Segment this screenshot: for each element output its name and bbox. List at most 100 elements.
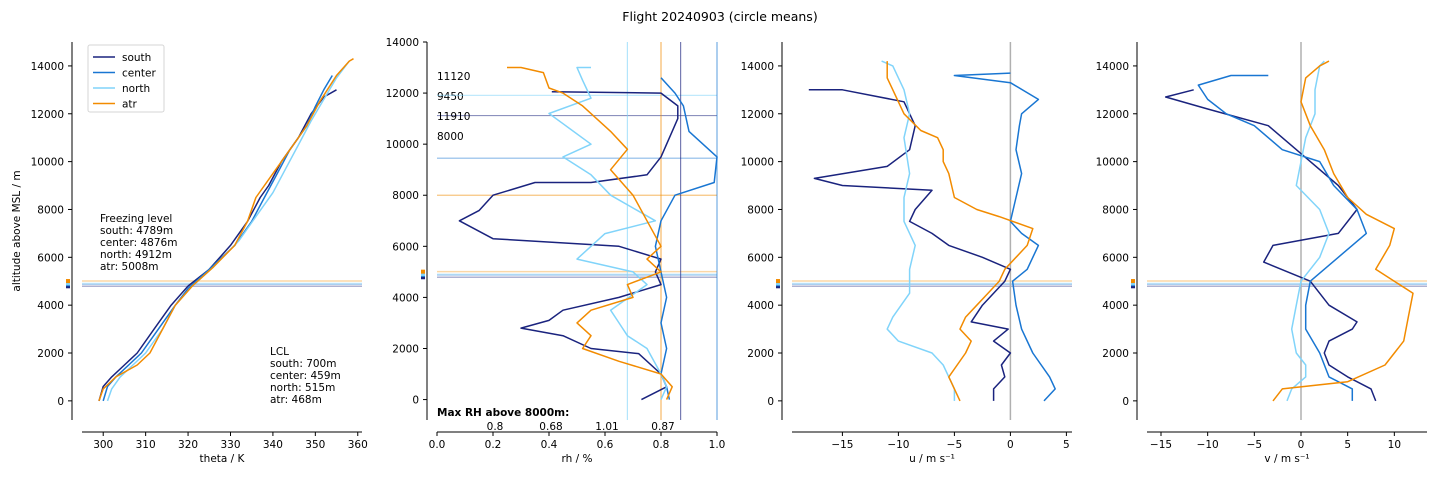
series-line-atr (507, 66, 673, 400)
height-label: 9450 (437, 91, 464, 103)
legend: south center north atr (87, 44, 165, 113)
lcl-value: center: 459m (270, 370, 341, 382)
series-line-south (808, 89, 1012, 401)
series-line-north (1286, 60, 1330, 402)
panel-2: 0 2000 4000 6000 8000 10000 12000 14000 0.0 0.2 0.… (386, 37, 726, 465)
freezing-level-marker (421, 272, 425, 277)
x-tick-label: 0.0 (429, 439, 446, 451)
x-tick-label: 0.6 (597, 439, 614, 451)
legend-frame (87, 44, 165, 113)
height-label: 8000 (437, 131, 464, 143)
x-tick-label: 1.0 (709, 439, 726, 451)
freezing-level-value: north: 4912m (100, 249, 172, 261)
panel-3: 0 2000 4000 6000 8000 10000 12000 14000 −15 −10 −5… (741, 42, 1072, 465)
y-tick-label: 6000 (1102, 252, 1129, 264)
panel-4: 0 2000 4000 6000 8000 10000 12000 14000 −15 −10 −5… (1096, 42, 1427, 465)
series-line-atr (886, 61, 1034, 402)
x-tick-label: −5 (1247, 439, 1262, 451)
y-tick-label: 2000 (37, 348, 64, 360)
lcl-value: north: 515m (270, 382, 335, 394)
lcl-value: atr: 468m (270, 394, 322, 406)
y-tick-label: 14000 (1096, 61, 1129, 73)
x-tick-label: 300 (93, 439, 113, 451)
freezing-level-marker (1131, 279, 1135, 284)
freezing-level-marker (66, 281, 70, 286)
y-tick-label: 10000 (741, 157, 774, 169)
x-tick-label: 5 (1344, 439, 1351, 451)
freezing-level-marker (421, 275, 425, 280)
y-tick-label: 6000 (392, 241, 419, 253)
series-line-south (458, 91, 679, 401)
x-tick-label: −15 (1150, 439, 1172, 451)
x-tick-label: 310 (136, 439, 156, 451)
freezing-level-marker (1131, 281, 1135, 286)
series-line-north (548, 66, 668, 400)
x-tick-label: 0.8 (653, 439, 670, 451)
freezing-level-value: center: 4876m (100, 237, 177, 249)
x-tick-label: 10 (1388, 439, 1401, 451)
series-line-north (881, 60, 956, 401)
y-tick-label: 8000 (747, 204, 774, 216)
x-tick-label: −15 (831, 439, 853, 451)
x-axis-label: rh / % (562, 453, 593, 465)
series-line-center (953, 72, 1056, 402)
y-tick-label: 6000 (747, 252, 774, 264)
x-tick-label: −10 (1197, 439, 1219, 451)
figure-title: Flight 20240903 (circle means) (622, 9, 817, 24)
y-tick-label: 4000 (1102, 300, 1129, 312)
freezing-level-marker (776, 284, 780, 289)
y-axis-label: altitude above MSL / m (11, 170, 23, 291)
legend-label-center: center (122, 68, 156, 80)
y-tick-label: 2000 (392, 343, 419, 355)
freezing-level-value: south: 4789m (100, 225, 173, 237)
freezing-level-marker (421, 269, 425, 274)
lcl-value: south: 700m (270, 358, 336, 370)
freezing-level-marker (776, 281, 780, 286)
y-tick-label: 4000 (747, 300, 774, 312)
x-tick-label: 0 (1298, 439, 1305, 451)
max-rh-value: 0.8 (487, 421, 504, 433)
x-tick-label: −5 (947, 439, 962, 451)
y-tick-label: 4000 (37, 300, 64, 312)
y-tick-label: 0 (412, 395, 419, 407)
y-tick-label: 6000 (37, 252, 64, 264)
series-line-south (1164, 89, 1377, 402)
max-rh-value: 0.87 (651, 421, 674, 433)
y-tick-label: 10000 (1096, 157, 1129, 169)
y-tick-label: 0 (1122, 396, 1129, 408)
y-tick-label: 14000 (741, 61, 774, 73)
series-line-center (1197, 74, 1368, 401)
y-tick-label: 12000 (741, 109, 774, 121)
y-tick-label: 8000 (392, 190, 419, 202)
y-tick-label: 14000 (31, 61, 64, 73)
series-line-atr (98, 58, 354, 402)
y-tick-label: 4000 (392, 292, 419, 304)
x-tick-label: 320 (178, 439, 198, 451)
max-rh-title: Max RH above 8000m: (437, 407, 569, 419)
x-axis-label: v / m s⁻¹ (1264, 453, 1309, 465)
series-line-atr (1272, 60, 1414, 402)
y-tick-label: 2000 (747, 348, 774, 360)
y-tick-label: 8000 (37, 204, 64, 216)
series-line-center (654, 77, 718, 400)
freezing-level-marker (1131, 284, 1135, 289)
freezing-level-marker (776, 279, 780, 284)
x-tick-label: 350 (305, 439, 325, 451)
x-tick-label: 360 (348, 439, 368, 451)
y-tick-label: 8000 (1102, 204, 1129, 216)
legend-label-south: south (122, 52, 151, 64)
panel-1: 0 2000 4000 6000 8000 10000 12000 14000 300 310 32… (11, 42, 368, 465)
legend-label-north: north (122, 83, 150, 95)
legend-label-atr: atr (122, 99, 138, 111)
max-rh-value: 0.68 (539, 421, 562, 433)
x-axis-label: theta / K (200, 453, 246, 465)
x-tick-label: 5 (1063, 439, 1070, 451)
freezing-level-title: Freezing level (100, 213, 172, 225)
y-tick-label: 10000 (31, 157, 64, 169)
height-label: 11120 (437, 71, 470, 83)
y-tick-label: 0 (57, 396, 64, 408)
x-tick-label: 0.2 (485, 439, 502, 451)
max-rh-value: 1.01 (595, 421, 618, 433)
height-label: 11910 (437, 111, 470, 123)
